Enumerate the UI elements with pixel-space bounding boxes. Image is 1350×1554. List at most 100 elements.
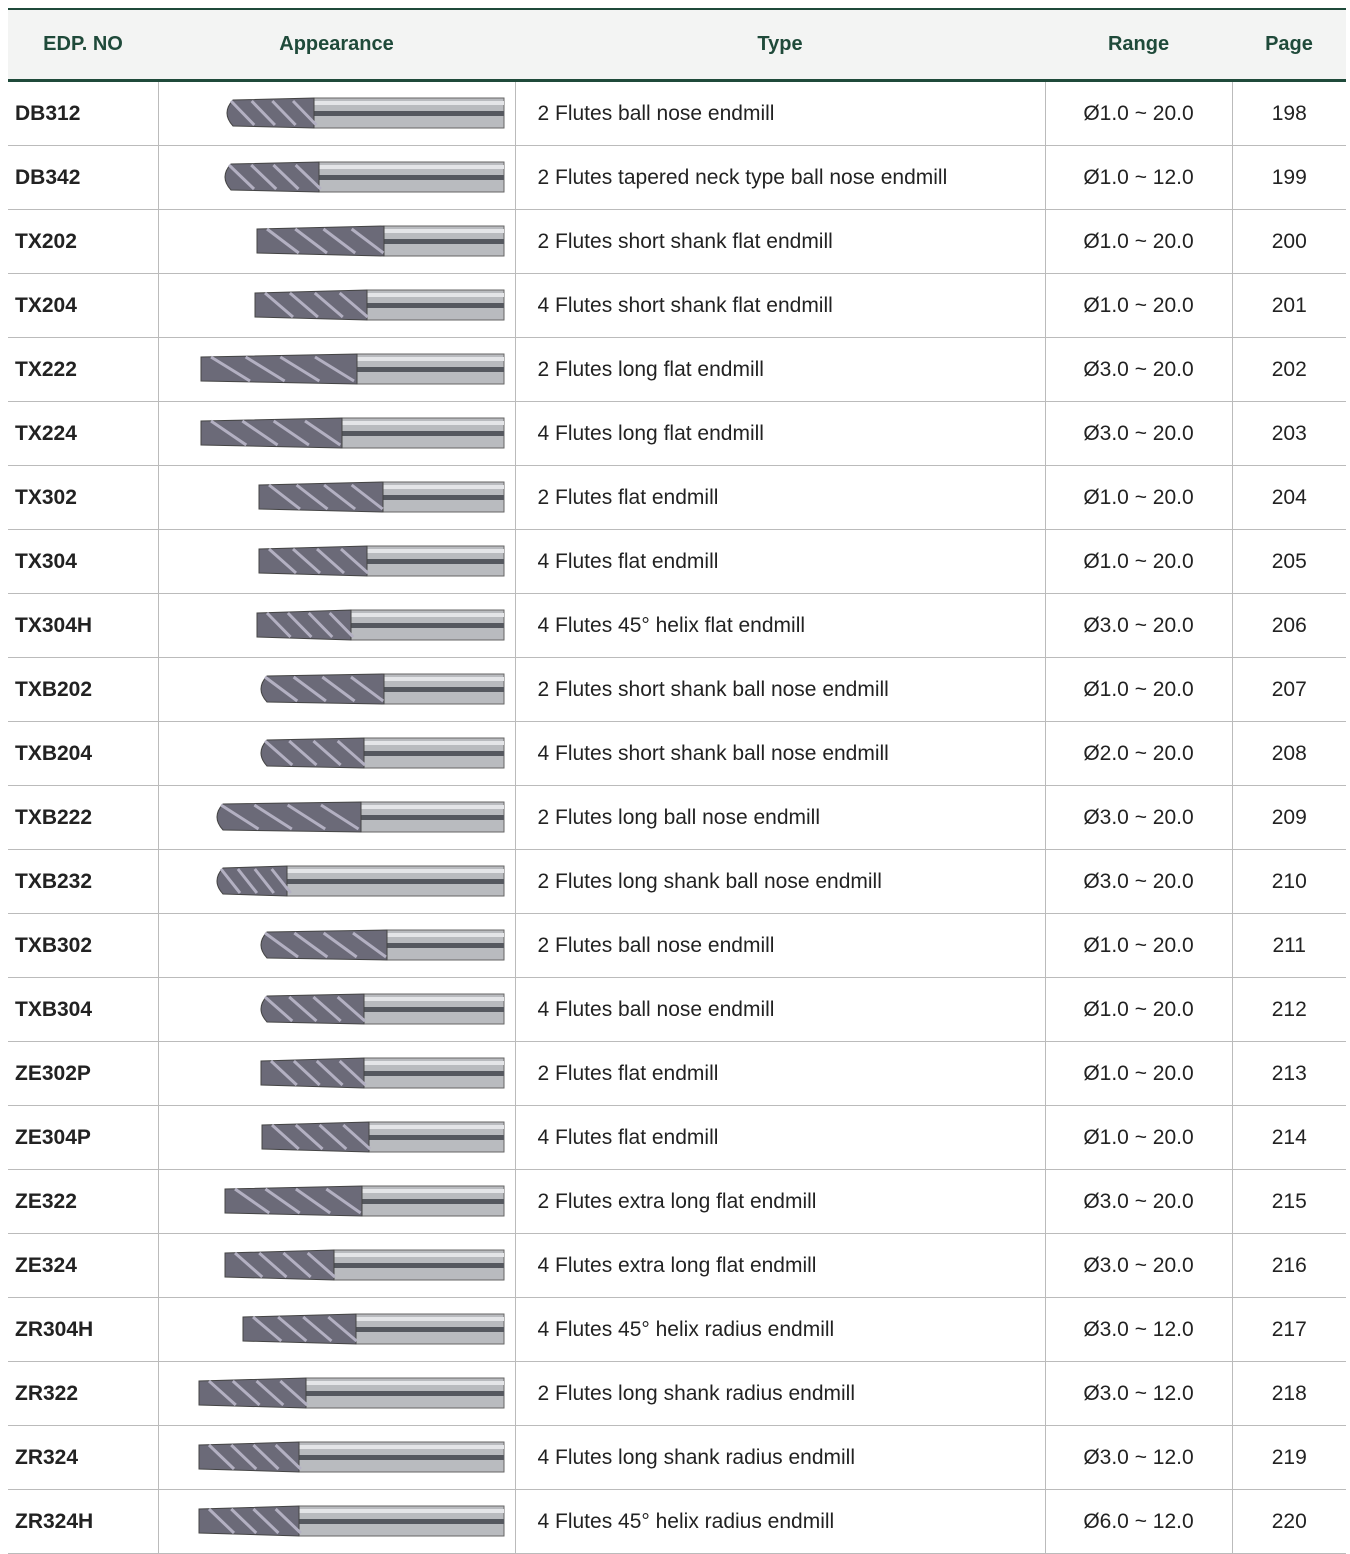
flute-line — [338, 1059, 366, 1087]
endmill-image — [224, 161, 504, 193]
flute-line — [229, 1443, 257, 1471]
table-row: TX302 2 Flutes flat endmill Ø1.0 ~ 20.0 204 — [8, 465, 1346, 530]
shank-shade — [366, 559, 504, 564]
flute-body — [216, 865, 287, 897]
table-row: ZR304H 4 Flutes 45° helix radius endmill Ø… — [8, 1297, 1346, 1362]
endmill-image — [260, 929, 504, 961]
flute-line — [320, 675, 355, 703]
table-row: ZE324 4 Flutes extra long flat endmill Ø3.… — [8, 1233, 1346, 1298]
edp-no: TX202 — [8, 209, 158, 274]
flute-body — [261, 1121, 369, 1153]
flute-line — [269, 868, 292, 894]
table-row: TX222 2 Flutes long flat endmill Ø3.0 ~ 20… — [8, 337, 1346, 402]
table-row: TX204 4 Flutes short shank flat endmill Ø1… — [8, 273, 1346, 338]
header-row: EDP. NO Appearance Type Range Page — [8, 8, 1346, 82]
flute-body — [224, 1185, 362, 1217]
appearance — [157, 593, 515, 658]
flute-line — [271, 163, 299, 191]
flute-line — [229, 99, 255, 127]
flute-line — [306, 1251, 336, 1279]
page-no: 218 — [1231, 1361, 1346, 1426]
page-no: 201 — [1231, 273, 1346, 338]
flute-body — [256, 225, 384, 257]
table-row: ZE322 2 Flutes extra long flat endmill Ø3.… — [8, 1169, 1346, 1234]
shank-highlight — [286, 869, 504, 873]
flute-line — [313, 355, 355, 383]
edp-no: DB312 — [8, 80, 158, 146]
flute-line — [328, 611, 354, 639]
shank-shade — [355, 1327, 504, 1332]
endmill-image — [198, 1505, 504, 1537]
range: Ø3.0 ~ 20.0 — [1044, 1233, 1232, 1298]
page-no: 219 — [1231, 1425, 1346, 1490]
table-row: TXB302 2 Flutes ball nose endmill Ø1.0 ~ 2… — [8, 913, 1346, 978]
type: 2 Flutes long shank ball nose endmill — [514, 849, 1045, 914]
edp-no: TXB204 — [8, 721, 158, 786]
range: Ø3.0 ~ 12.0 — [1044, 1297, 1232, 1362]
flute-line — [279, 355, 320, 383]
appearance — [157, 1297, 515, 1362]
endmill-image — [224, 1185, 504, 1217]
flute-line — [236, 868, 258, 894]
flute-line — [281, 1251, 312, 1279]
flute-body — [258, 481, 383, 513]
flute-line — [291, 547, 321, 575]
edp-no: TX224 — [8, 401, 158, 466]
type: 4 Flutes flat endmill — [514, 1105, 1045, 1170]
page-no: 202 — [1231, 337, 1346, 402]
page-no: 213 — [1231, 1041, 1346, 1106]
table-row: TXB304 4 Flutes ball nose endmill Ø1.0 ~ 2… — [8, 977, 1346, 1042]
endmill-image — [260, 993, 504, 1025]
flute-line — [341, 1123, 371, 1151]
type: 2 Flutes tapered neck type ball nose end… — [514, 145, 1045, 210]
page-no: 203 — [1231, 401, 1346, 466]
flute-line — [267, 547, 297, 575]
flute-line — [301, 1315, 332, 1343]
endmill-image — [224, 1249, 504, 1281]
endmill-image — [258, 545, 504, 577]
edp-no: TXB302 — [8, 913, 158, 978]
flute-line — [253, 803, 293, 831]
appearance — [157, 721, 515, 786]
endmill-image — [256, 609, 504, 641]
shank-shade — [350, 623, 504, 628]
flute-line — [311, 995, 342, 1023]
page-no: 215 — [1231, 1169, 1346, 1234]
flute-line — [269, 1059, 298, 1087]
type: 4 Flutes 45° helix radius endmill — [514, 1489, 1045, 1554]
table-row: TX224 4 Flutes long flat endmill Ø3.0 ~ 20… — [8, 401, 1346, 466]
page-no: 214 — [1231, 1105, 1346, 1170]
flute-body — [254, 289, 367, 321]
flute-line — [270, 99, 297, 127]
flute-line — [319, 803, 359, 831]
flute-line — [251, 1443, 279, 1471]
flute-line — [292, 931, 328, 959]
flute-body — [224, 161, 319, 193]
flute-line — [270, 1123, 300, 1151]
table-row: DB342 2 Flutes tapered neck type ball nos… — [8, 145, 1346, 210]
flute-line — [265, 227, 300, 255]
appearance — [157, 273, 515, 338]
flute-line — [294, 163, 322, 191]
shank-shade — [363, 751, 504, 756]
flute-line — [263, 931, 299, 959]
flute-line — [338, 291, 369, 319]
shank-shade — [318, 175, 504, 180]
type: 2 Flutes flat endmill — [514, 1041, 1045, 1106]
flute-line — [286, 803, 326, 831]
flute-body — [198, 1377, 306, 1409]
range: Ø1.0 ~ 12.0 — [1044, 145, 1232, 210]
type: 2 Flutes short shank ball nose endmill — [514, 657, 1045, 722]
type: 2 Flutes long flat endmill — [514, 337, 1045, 402]
shank-shade — [383, 687, 504, 692]
edp-no: TX304H — [8, 593, 158, 658]
flute-line — [263, 675, 298, 703]
flute-line — [318, 1123, 347, 1151]
type: 4 Flutes flat endmill — [514, 529, 1045, 594]
flute-line — [278, 1379, 308, 1407]
header-cell: EDP. NO — [8, 8, 158, 82]
edp-no: ZR324H — [8, 1489, 158, 1554]
range: Ø1.0 ~ 20.0 — [1044, 209, 1232, 274]
flute-body — [258, 545, 367, 577]
